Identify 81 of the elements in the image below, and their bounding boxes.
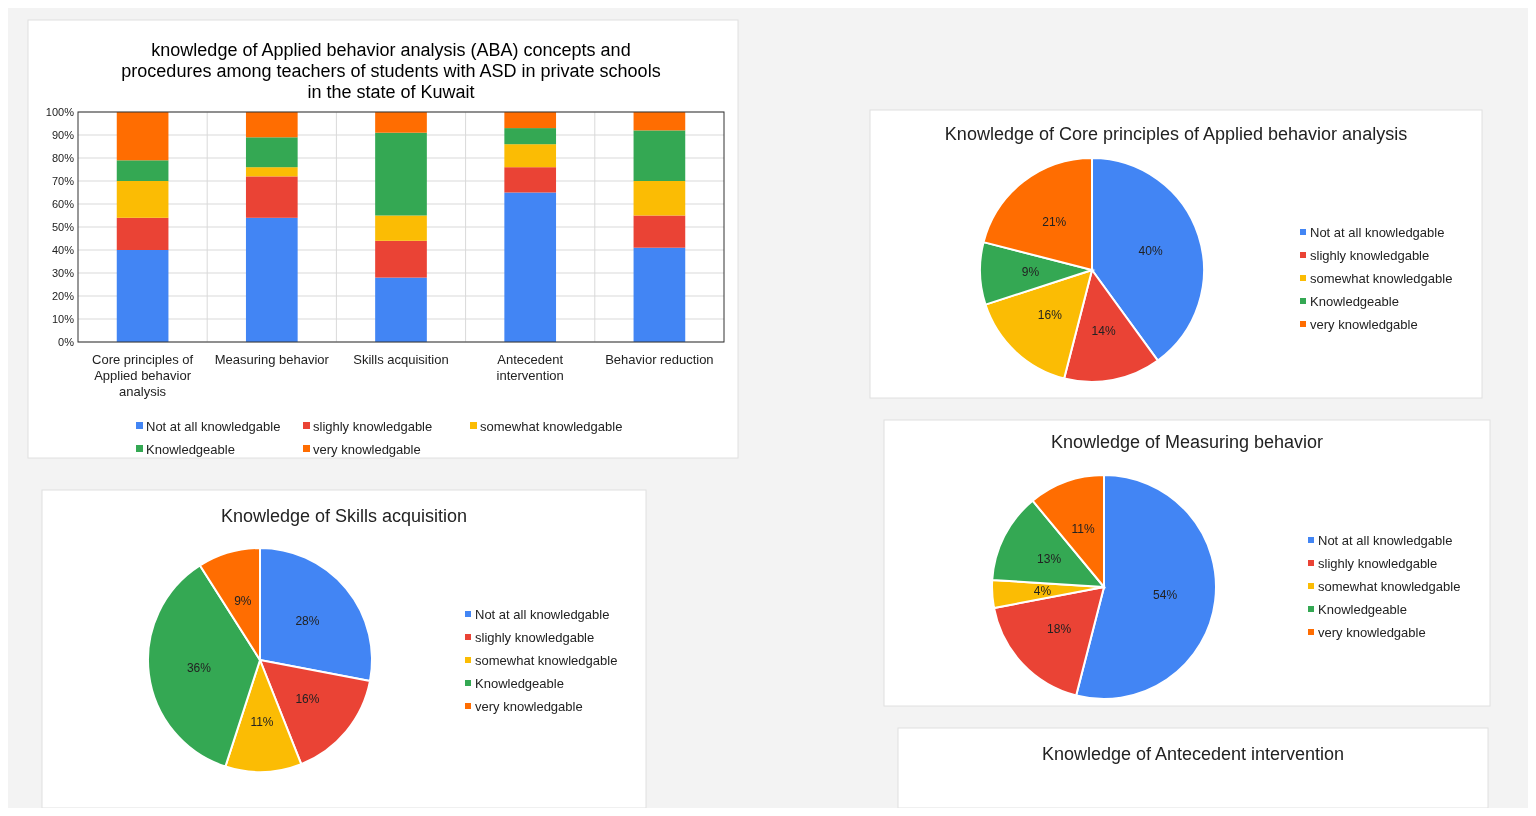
x-tick-label: Measuring behavior: [214, 352, 330, 367]
bar: [245, 217, 298, 342]
legend-label: slighly knowledgable: [313, 418, 433, 434]
bar: [375, 132, 427, 216]
data-label: 4%: [1033, 584, 1052, 599]
bar: [504, 128, 557, 145]
bar: [633, 181, 686, 216]
legend-label: slighly knowledgable: [475, 629, 595, 645]
y-tick-label: 90%: [51, 128, 75, 141]
bar: [375, 277, 427, 342]
y-tick-label: 10%: [51, 312, 75, 325]
bar: [633, 247, 686, 342]
data-label: 40%: [1138, 244, 1163, 259]
bar: [504, 112, 557, 129]
data-label: 16%: [295, 692, 320, 707]
y-tick-label: 50%: [51, 220, 75, 233]
legend-label: Knowledgeable: [146, 441, 235, 457]
legend-label: very knowledgable: [475, 698, 583, 714]
x-tick-label: Antecedent intervention: [496, 352, 564, 383]
bar: [116, 250, 169, 342]
data-label: 11%: [250, 714, 274, 729]
legend-label: somewhat knowledgable: [1310, 270, 1453, 286]
bar: [375, 240, 427, 278]
x-tick-label: Skills acquisition: [353, 352, 449, 367]
chart-title: Knowledge of Measuring behavior: [1050, 432, 1324, 452]
bar: [375, 215, 427, 241]
legend-label: somewhat knowledgable: [480, 418, 623, 434]
bar: [245, 112, 298, 138]
data-label: 13%: [1037, 552, 1062, 567]
legend-label: somewhat knowledgable: [1318, 578, 1461, 594]
legend-label: Not at all knowledgable: [475, 606, 610, 622]
data-label: 21%: [1042, 214, 1067, 229]
bar: [245, 176, 298, 218]
bar: [116, 112, 169, 161]
y-tick-label: 40%: [51, 243, 75, 256]
legend-label: Not at all knowledgable: [146, 418, 281, 434]
data-label: 36%: [186, 660, 212, 675]
bar: [633, 215, 686, 248]
bar: [633, 130, 686, 181]
legend-label: very knowledgable: [1310, 316, 1418, 332]
bar: [504, 192, 557, 342]
legend-label: slighly knowledgable: [1310, 247, 1430, 263]
data-label: 28%: [295, 613, 320, 628]
data-label: 9%: [234, 594, 252, 609]
legend-label: somewhat knowledgable: [475, 652, 618, 668]
data-label: 54%: [1153, 587, 1178, 602]
chart-title: Knowledge of Core principles of Applied behavior analysis: [944, 124, 1408, 144]
bar: [504, 144, 557, 168]
data-label: 11%: [1071, 522, 1096, 537]
bar: [633, 112, 686, 131]
y-tick-label: 60%: [51, 197, 75, 210]
chart-title: Knowledge of Skills acquisition: [220, 506, 468, 526]
y-tick-label: 20%: [51, 289, 75, 302]
legend-label: Not at all knowledgable: [1318, 532, 1453, 548]
bar: [116, 217, 169, 250]
bar: [116, 160, 169, 181]
legend-label: very knowledgable: [313, 441, 421, 457]
legend-label: slighly knowledgable: [1318, 555, 1438, 571]
data-label: 14%: [1091, 323, 1116, 338]
x-tick-label: Core principles of Applied behavior analysis: [92, 352, 194, 399]
bar: [375, 112, 427, 133]
text: Knowledge of Antecedent intervention: [1041, 744, 1345, 764]
legend-label: Knowledgeable: [475, 675, 564, 691]
legend-label: Knowledgeable: [1318, 601, 1407, 617]
y-tick-label: 30%: [51, 266, 75, 279]
y-tick-label: 100%: [45, 105, 75, 118]
legend-label: very knowledgable: [1318, 624, 1426, 640]
y-tick-label: 70%: [51, 174, 75, 187]
bar: [245, 167, 298, 177]
data-label: 9%: [1021, 265, 1040, 280]
y-tick-label: 0%: [58, 335, 75, 348]
bar: [504, 167, 557, 193]
data-label: 18%: [1047, 622, 1072, 637]
bar: [116, 181, 169, 218]
bar: [245, 137, 298, 168]
data-label: 16%: [1037, 308, 1063, 323]
chart-title: knowledge of Applied behavior analysis (ABA) concepts and procedures among teachers of students with ASD in private schools in the state of Kuwait: [121, 40, 661, 102]
legend-label: Not at all knowledgable: [1310, 224, 1445, 240]
x-tick-label: Behavior reduction: [605, 352, 714, 367]
legend-label: Knowledgeable: [1310, 293, 1399, 309]
y-tick-label: 80%: [51, 151, 75, 164]
